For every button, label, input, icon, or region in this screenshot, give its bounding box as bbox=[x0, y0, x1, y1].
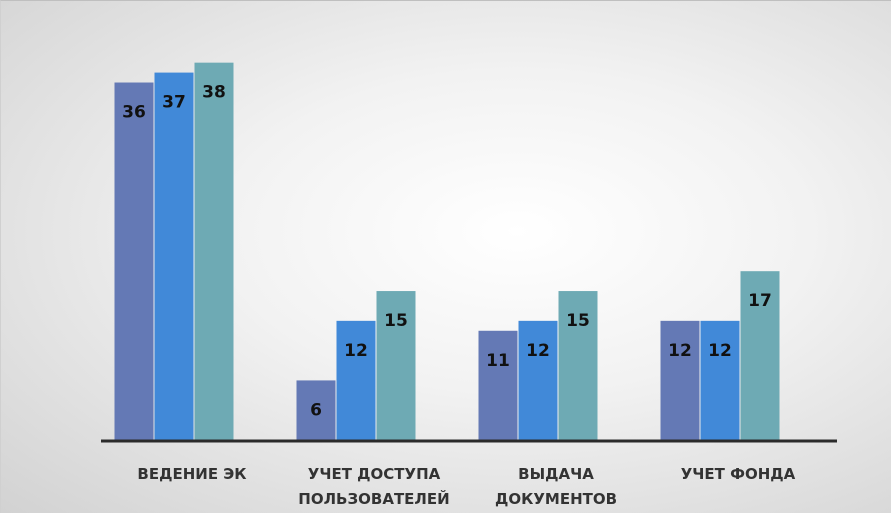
bar-2-series-2 bbox=[336, 320, 376, 440]
category-label-3-line-1: ВЫДАЧА bbox=[518, 465, 594, 483]
data-label-1-series-3: 38 bbox=[202, 83, 226, 103]
data-label-4-series-2: 12 bbox=[708, 341, 732, 361]
category-label-2-line-2: ПОЛЬЗОВАТЕЛЕЙ bbox=[298, 489, 449, 508]
bar-2-series-1 bbox=[296, 380, 336, 440]
data-label-4-series-3: 17 bbox=[748, 291, 772, 311]
data-label-1-series-1: 36 bbox=[122, 103, 146, 123]
bar-4-series-1 bbox=[660, 320, 700, 440]
data-label-3-series-2: 12 bbox=[526, 341, 550, 361]
bar-1-series-1 bbox=[114, 82, 154, 441]
category-label-2-line-1: УЧЕТ ДОСТУПА bbox=[308, 465, 441, 483]
data-label-3-series-1: 11 bbox=[486, 351, 510, 371]
data-label-4-series-1: 12 bbox=[668, 341, 692, 361]
bar-1-series-3 bbox=[194, 62, 234, 440]
category-labels-layer: ВЕДЕНИЕ ЭК УЧЕТ ДОСТУПА ПОЛЬЗОВАТЕЛЕЙ ВЫДАЧ… bbox=[137, 465, 795, 508]
bar-4-series-2 bbox=[700, 320, 740, 440]
category-label-3-line-2: ДОКУМЕНТОВ bbox=[495, 490, 617, 508]
data-labels-layer: 36 37 38 6 12 15 11 12 15 12 12 17 bbox=[122, 83, 772, 421]
bar-3-series-3 bbox=[558, 291, 598, 440]
bars-layer bbox=[114, 62, 780, 441]
bar-1-series-2 bbox=[154, 72, 194, 440]
data-label-2-series-2: 12 bbox=[344, 341, 368, 361]
bar-3-series-1 bbox=[478, 330, 518, 440]
bar-3-series-2 bbox=[518, 320, 558, 440]
bar-2-series-3 bbox=[376, 291, 416, 440]
category-label-4: УЧЕТ ФОНДА bbox=[681, 465, 796, 483]
bar-4-series-3 bbox=[740, 271, 780, 440]
data-label-3-series-3: 15 bbox=[566, 311, 590, 331]
category-label-1: ВЕДЕНИЕ ЭК bbox=[137, 465, 247, 483]
data-label-2-series-1: 6 bbox=[310, 400, 322, 420]
data-label-1-series-2: 37 bbox=[162, 93, 186, 113]
data-label-2-series-3: 15 bbox=[384, 311, 408, 331]
